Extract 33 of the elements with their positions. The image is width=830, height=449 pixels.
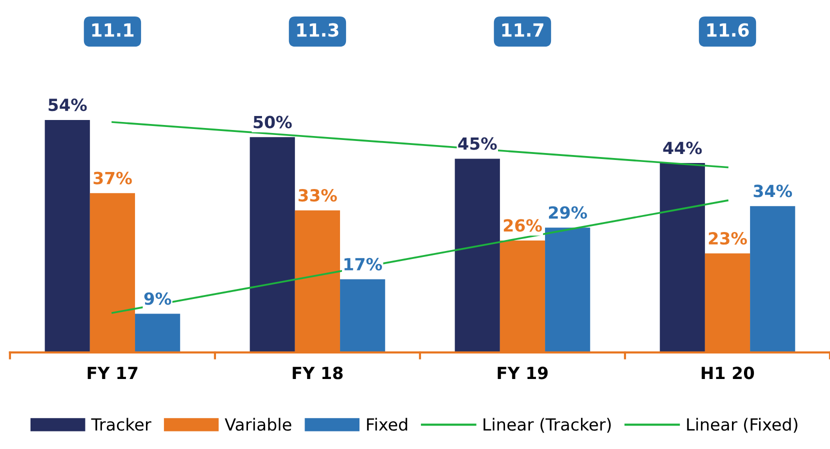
data-label: 54% <box>48 98 87 112</box>
x-tick-label: H1 20 <box>702 366 754 380</box>
text: 11.3 <box>297 23 338 37</box>
data-label: 50% <box>254 116 292 128</box>
legend-label: Linear (Fixed) <box>687 418 798 433</box>
legend-label: Tracker <box>91 418 152 431</box>
bar <box>135 314 180 352</box>
x-tick-label: FY 17 <box>88 366 138 380</box>
data-label: 33% <box>298 188 337 202</box>
bar <box>250 137 295 352</box>
text: 11.7 <box>502 23 544 37</box>
data-label: 34% <box>754 184 792 198</box>
data-label: 23% <box>708 232 747 245</box>
bar <box>454 158 500 352</box>
data-label: 9% <box>144 292 172 305</box>
legend-label: Variable <box>224 418 292 431</box>
data-label: 37% <box>94 172 132 184</box>
bar <box>44 120 90 352</box>
bar <box>545 228 590 352</box>
text: 11.1 <box>92 23 134 37</box>
x-tick-label: FY 19 <box>498 366 548 380</box>
bar <box>340 279 386 352</box>
data-label: 29% <box>548 206 588 219</box>
data-label: 17% <box>344 258 382 270</box>
legend-label: Fixed <box>367 418 408 431</box>
data-label: 45% <box>458 137 497 150</box>
bar <box>660 163 705 352</box>
data-label: 44% <box>663 142 702 154</box>
legend-label: Linear (Tracker) <box>484 418 611 433</box>
text: 11.6 <box>707 23 749 37</box>
data-label: 26% <box>504 219 542 232</box>
x-tick-label: FY 18 <box>292 366 343 380</box>
bar <box>750 206 796 352</box>
